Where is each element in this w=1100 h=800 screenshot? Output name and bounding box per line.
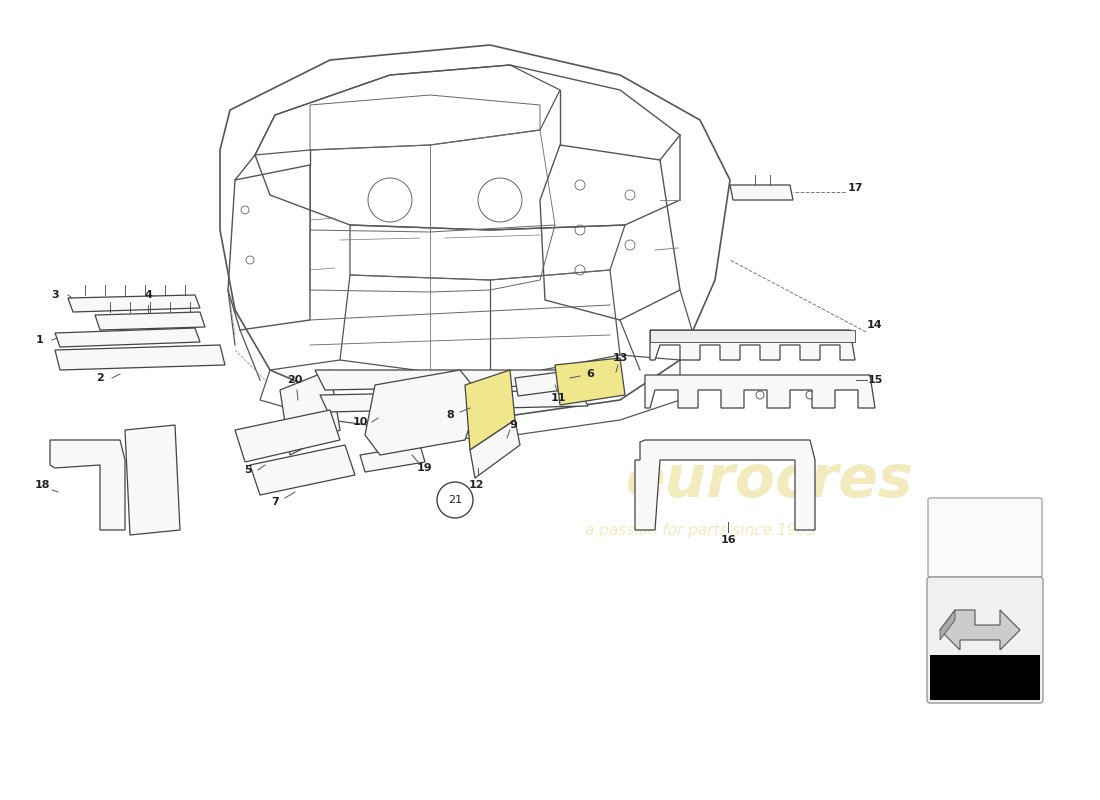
Polygon shape <box>645 375 874 408</box>
Polygon shape <box>95 312 205 330</box>
Text: 18: 18 <box>34 480 50 490</box>
Text: 17: 17 <box>847 183 862 193</box>
Text: 825 02: 825 02 <box>958 671 1012 685</box>
Polygon shape <box>250 445 355 495</box>
Polygon shape <box>365 370 480 455</box>
Bar <box>930 655 1040 700</box>
Text: eurocres: eurocres <box>626 451 914 509</box>
Polygon shape <box>55 328 200 347</box>
Polygon shape <box>515 372 563 396</box>
Polygon shape <box>470 420 520 478</box>
Text: 8: 8 <box>447 410 454 420</box>
Polygon shape <box>650 330 855 360</box>
Polygon shape <box>940 610 1020 650</box>
Text: 5: 5 <box>244 465 252 475</box>
Text: 2: 2 <box>96 373 103 383</box>
Text: 1: 1 <box>36 335 44 345</box>
Text: 11: 11 <box>550 393 565 403</box>
Text: 7: 7 <box>271 497 279 507</box>
Polygon shape <box>730 185 793 200</box>
Text: 12: 12 <box>469 480 484 490</box>
Polygon shape <box>235 410 340 462</box>
Text: 4: 4 <box>144 290 152 300</box>
Text: 19: 19 <box>417 463 432 473</box>
Polygon shape <box>434 375 452 388</box>
Text: 10: 10 <box>352 417 367 427</box>
Polygon shape <box>940 610 955 640</box>
Polygon shape <box>55 345 225 370</box>
Polygon shape <box>650 330 855 342</box>
FancyBboxPatch shape <box>927 577 1043 703</box>
Text: 9: 9 <box>509 420 517 430</box>
Text: 15: 15 <box>867 375 882 385</box>
Text: 20: 20 <box>287 375 303 385</box>
Polygon shape <box>50 440 125 530</box>
Polygon shape <box>125 425 180 535</box>
FancyBboxPatch shape <box>928 498 1042 577</box>
Polygon shape <box>556 358 625 405</box>
Text: 21: 21 <box>940 510 955 520</box>
Polygon shape <box>280 370 340 455</box>
Text: 3: 3 <box>52 290 58 300</box>
Text: a passion for parts since 1985: a passion for parts since 1985 <box>584 522 815 538</box>
Polygon shape <box>315 370 590 390</box>
Text: 21: 21 <box>448 495 462 505</box>
Polygon shape <box>465 370 515 450</box>
Polygon shape <box>360 445 425 472</box>
Polygon shape <box>320 390 588 412</box>
Polygon shape <box>635 440 815 530</box>
Circle shape <box>971 521 999 549</box>
Polygon shape <box>68 295 200 312</box>
Text: 16: 16 <box>720 535 736 545</box>
Text: 6: 6 <box>586 369 594 379</box>
Text: 13: 13 <box>613 353 628 363</box>
Text: 14: 14 <box>867 320 883 330</box>
